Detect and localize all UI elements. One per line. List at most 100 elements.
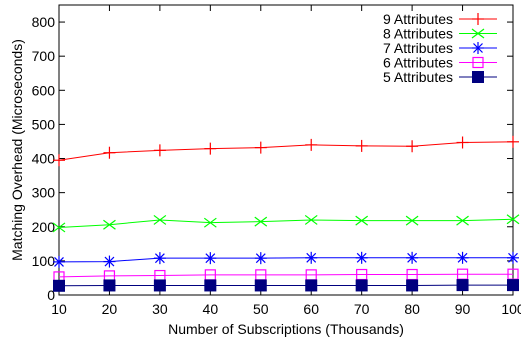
data-point — [305, 138, 318, 151]
legend-item: 6 Attributes — [383, 55, 497, 71]
data-point — [406, 279, 419, 292]
data-point — [406, 140, 419, 153]
data-point — [405, 215, 419, 226]
legend-label: 6 Attributes — [383, 55, 453, 71]
data-point — [305, 279, 318, 292]
data-point — [153, 279, 166, 292]
y-tick-label: 100 — [32, 253, 56, 269]
data-point — [254, 141, 267, 154]
legend-item: 7 Attributes — [383, 40, 497, 56]
y-tick-label: 300 — [32, 185, 56, 201]
data-point-stroke — [456, 215, 469, 226]
data-point — [53, 279, 65, 292]
y-tick-label: 500 — [32, 116, 56, 132]
data-point — [53, 154, 65, 167]
data-point — [305, 251, 318, 264]
x-tick-label: 30 — [152, 301, 168, 317]
plot-frame — [58, 4, 514, 296]
data-point — [456, 136, 469, 149]
data-point-stroke — [154, 253, 165, 264]
data-point — [103, 219, 116, 230]
x-tick-label: 50 — [253, 301, 269, 317]
x-tick-label: 10 — [51, 301, 67, 317]
data-point — [507, 251, 519, 264]
y-tick-label: 0 — [47, 287, 55, 303]
data-point-stroke — [255, 253, 266, 264]
legend-marker — [471, 28, 485, 39]
data-point — [456, 279, 469, 292]
y-tick-label: 800 — [32, 14, 56, 30]
data-point-stroke — [355, 215, 369, 226]
data-point — [355, 139, 368, 152]
data-point — [355, 251, 368, 264]
x-axis-title: Number of Subscriptions (Thousands) — [168, 321, 404, 337]
data-point-stroke — [103, 219, 116, 230]
data-point-stroke — [203, 217, 217, 228]
x-tick-label: 60 — [303, 301, 319, 317]
data-point-stroke — [104, 256, 115, 267]
data-point-stroke — [457, 252, 468, 263]
data-point — [153, 144, 166, 157]
data-point-stroke — [304, 214, 318, 225]
series-line — [58, 257, 513, 263]
data-point-stroke — [254, 216, 268, 227]
legend-marker-stroke — [471, 28, 485, 39]
data-point — [254, 279, 267, 292]
data-point-stroke — [153, 214, 167, 225]
data-point — [52, 222, 66, 233]
legend-item: 9 Attributes — [383, 11, 497, 27]
series-line — [58, 273, 513, 278]
series-1 — [53, 135, 519, 167]
data-point-stroke — [52, 222, 66, 233]
data-point — [406, 251, 419, 264]
x-tick-label: 80 — [404, 301, 420, 317]
y-tick-label: 400 — [32, 151, 56, 167]
legend-label: 9 Attributes — [383, 11, 453, 27]
data-point — [507, 135, 519, 148]
series-line — [58, 141, 514, 161]
legend-marker — [472, 42, 484, 54]
data-point — [507, 279, 519, 292]
legend-marker — [472, 13, 484, 25]
series-line — [58, 218, 514, 228]
data-point — [103, 146, 116, 159]
x-tick-label: 100 — [501, 301, 521, 317]
data-point — [153, 214, 167, 225]
data-point-stroke — [407, 252, 418, 263]
y-tick-label: 700 — [32, 48, 56, 64]
data-point — [204, 252, 217, 265]
legend-item: 8 Attributes — [383, 26, 497, 42]
legend-label: 7 Attributes — [383, 40, 453, 56]
data-point — [103, 255, 116, 268]
axis-ticks: 10 20 30 40 50 60 70 80 90 100 0 100 200 300 400 500 600… — [32, 5, 521, 317]
data-point-stroke — [306, 252, 317, 263]
data-point — [355, 215, 369, 226]
data-point — [456, 215, 469, 226]
data-point-stroke — [205, 253, 216, 264]
data-point-stroke — [54, 256, 64, 267]
series-group — [52, 135, 520, 292]
y-axis-title: Matching Overhead (Microseconds) — [9, 39, 25, 261]
y-tick-label: 200 — [32, 219, 56, 235]
legend-marker-stroke — [473, 43, 483, 53]
series-3 — [53, 251, 519, 268]
data-point — [506, 214, 520, 225]
legend-label: 5 Attributes — [383, 69, 453, 85]
data-point — [456, 251, 469, 264]
legend-item: 5 Attributes — [383, 69, 497, 85]
legend-label: 8 Attributes — [383, 26, 453, 42]
legend-marker — [472, 56, 484, 69]
x-tick-label: 40 — [203, 301, 219, 317]
data-point-stroke — [506, 214, 520, 225]
data-point — [203, 217, 217, 228]
data-point — [304, 214, 318, 225]
data-point-stroke — [405, 215, 419, 226]
data-point — [355, 279, 368, 292]
data-point — [53, 255, 65, 268]
legend-marker — [472, 71, 484, 83]
data-point — [254, 216, 268, 227]
series-2 — [52, 214, 520, 233]
series-4 — [53, 268, 519, 283]
